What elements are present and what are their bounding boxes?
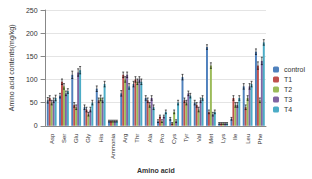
svg-text:T2: T2 [284, 86, 292, 93]
svg-text:Gly: Gly [85, 134, 91, 143]
svg-text:Ser: Ser [61, 134, 67, 143]
svg-text:Val: Val [196, 134, 202, 142]
svg-text:150: 150 [26, 53, 38, 60]
svg-text:Cys: Cys [171, 134, 177, 144]
svg-text:Arg: Arg [122, 134, 128, 143]
svg-text:Pro: Pro [159, 133, 165, 143]
svg-text:100: 100 [26, 76, 38, 83]
svg-text:Glu: Glu [73, 134, 79, 143]
svg-text:Amino acid contents(mg/kg): Amino acid contents(mg/kg) [8, 24, 16, 111]
svg-text:Leu: Leu [245, 134, 251, 144]
svg-text:T3: T3 [284, 96, 292, 103]
svg-text:T1: T1 [284, 76, 292, 83]
svg-text:Amino acid: Amino acid [137, 167, 175, 174]
svg-text:Phe: Phe [257, 133, 263, 144]
svg-text:250: 250 [26, 7, 38, 14]
svg-text:Tyr: Tyr [183, 134, 189, 142]
svg-text:Thr: Thr [134, 134, 140, 143]
svg-text:Ala: Ala [147, 133, 153, 142]
svg-text:Ammonia: Ammonia [110, 133, 116, 159]
svg-text:Met: Met [208, 133, 214, 143]
svg-text:50: 50 [30, 99, 38, 106]
svg-text:His: His [98, 134, 104, 143]
svg-text:Ile: Ile [232, 133, 238, 140]
svg-text:T4: T4 [284, 106, 292, 113]
svg-text:0: 0 [34, 122, 38, 129]
svg-text:Asp: Asp [49, 133, 55, 144]
svg-text:control: control [284, 66, 305, 73]
svg-text:Lys: Lys [220, 134, 226, 143]
svg-text:200: 200 [26, 30, 38, 37]
